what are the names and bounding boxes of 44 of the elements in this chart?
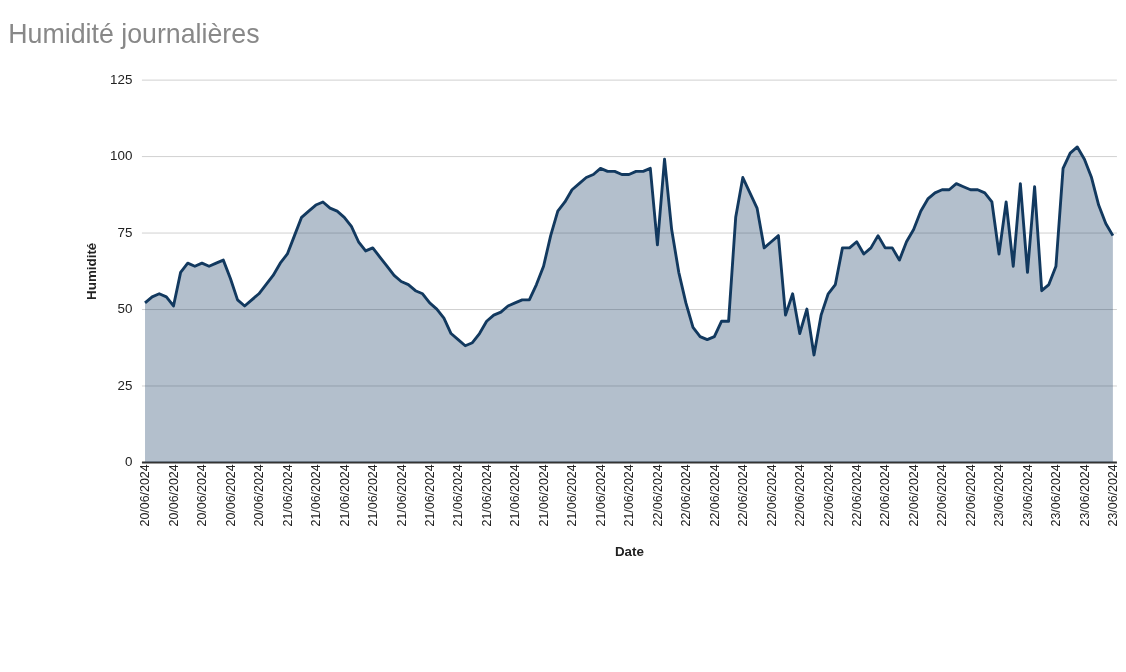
x-tick-label: 21/06/2024: [422, 464, 437, 527]
y-axis-title: Humidité: [83, 242, 99, 300]
x-tick-label: 21/06/2024: [508, 464, 523, 527]
x-tick-label: 22/06/2024: [935, 464, 950, 527]
x-tick-label: 22/06/2024: [906, 464, 921, 527]
x-tick-label: 21/06/2024: [309, 464, 324, 527]
y-tick-label: 100: [110, 148, 133, 164]
x-tick-label: 21/06/2024: [536, 464, 551, 527]
x-tick-label: 21/06/2024: [337, 464, 352, 527]
x-tick-label: 21/06/2024: [451, 464, 466, 527]
x-tick-label: 22/06/2024: [963, 464, 978, 527]
x-tick-label: 22/06/2024: [679, 464, 694, 527]
y-tick-label: 75: [117, 224, 133, 240]
x-tick-label: 20/06/2024: [138, 464, 153, 527]
x-tick-label: 22/06/2024: [764, 464, 779, 527]
x-tick-label: 22/06/2024: [793, 464, 808, 527]
x-tick-label: 21/06/2024: [366, 464, 381, 527]
x-tick-label: 23/06/2024: [1106, 464, 1121, 527]
x-tick-label: 23/06/2024: [1020, 464, 1035, 527]
y-tick-label: 50: [117, 301, 133, 317]
x-tick-label: 22/06/2024: [878, 464, 893, 527]
x-tick-label: 21/06/2024: [394, 464, 409, 527]
x-tick-label: 23/06/2024: [1049, 464, 1064, 527]
x-tick-label: 21/06/2024: [565, 464, 580, 527]
x-tick-label: 20/06/2024: [252, 464, 267, 527]
x-tick-label: 21/06/2024: [622, 464, 637, 527]
y-tick-label: 25: [117, 377, 133, 393]
chart-title: Humidité journalières: [8, 19, 260, 50]
x-tick-label: 22/06/2024: [736, 464, 751, 527]
x-tick-label: 22/06/2024: [821, 464, 836, 527]
x-axis-title: Date: [614, 544, 644, 560]
x-tick-label: 20/06/2024: [223, 464, 238, 527]
x-tick-label: 20/06/2024: [195, 464, 210, 527]
x-tick-label: 23/06/2024: [992, 464, 1007, 527]
x-tick-label: 21/06/2024: [593, 464, 608, 527]
x-tick-label: 22/06/2024: [707, 464, 722, 527]
x-tick-label: 20/06/2024: [166, 464, 181, 527]
x-tick-label: 21/06/2024: [280, 464, 295, 527]
y-tick-label: 0: [124, 454, 133, 470]
x-tick-label: 23/06/2024: [1077, 464, 1092, 527]
y-tick-label: 125: [110, 71, 133, 87]
x-tick-label: 21/06/2024: [479, 464, 494, 527]
x-tick-label: 22/06/2024: [650, 464, 665, 527]
x-tick-label: 22/06/2024: [849, 464, 864, 527]
